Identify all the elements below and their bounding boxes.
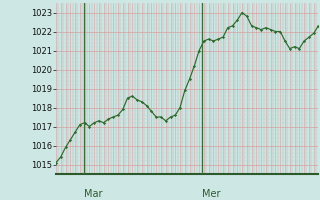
Text: Mer: Mer (202, 189, 220, 199)
Text: Mar: Mar (84, 189, 103, 199)
